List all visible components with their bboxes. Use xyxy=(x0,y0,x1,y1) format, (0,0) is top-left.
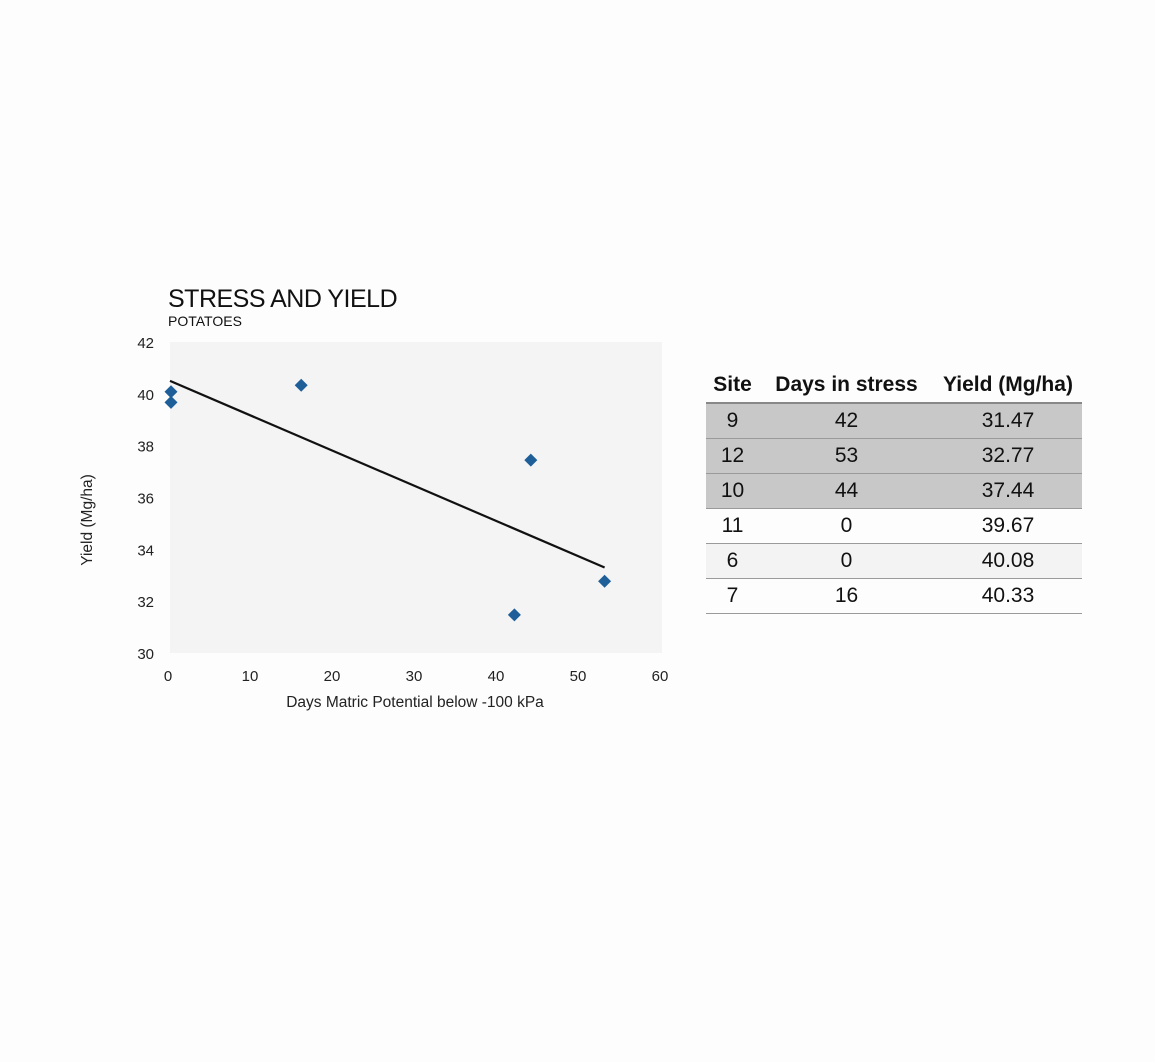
data-point xyxy=(507,608,521,622)
y-tick-label: 34 xyxy=(137,542,154,559)
cell-yield: 31.47 xyxy=(934,403,1082,439)
x-tick-label: 0 xyxy=(164,668,172,685)
cell-yield: 32.77 xyxy=(934,438,1082,474)
cell-yield: 40.08 xyxy=(934,543,1082,579)
y-tick-label: 42 xyxy=(137,335,154,352)
table-row: 7 16 40.33 xyxy=(706,578,1082,614)
y-tick-label: 36 xyxy=(137,491,154,508)
cell-yield: 37.44 xyxy=(934,473,1082,509)
cell-days: 16 xyxy=(759,578,934,614)
x-tick-label: 50 xyxy=(570,668,587,685)
x-axis-label: Days Matric Potential below -100 kPa xyxy=(286,694,544,711)
column-header-site: Site xyxy=(706,367,759,404)
data-point xyxy=(524,453,538,467)
x-tick-label: 60 xyxy=(652,668,669,685)
y-axis-label: Yield (Mg/ha) xyxy=(79,474,96,566)
column-header-yield: Yield (Mg/ha) xyxy=(934,367,1082,404)
data-point xyxy=(598,574,612,588)
cell-site: 6 xyxy=(706,543,759,579)
data-point xyxy=(164,395,178,409)
chart-subtitle: POTATOES xyxy=(168,313,242,329)
y-tick-label: 32 xyxy=(137,594,154,611)
plot-area xyxy=(170,342,662,653)
cell-site: 11 xyxy=(706,508,759,544)
cell-site: 7 xyxy=(706,578,759,614)
x-tick-label: 40 xyxy=(488,668,505,685)
table-row: 6 0 40.08 xyxy=(706,543,1082,579)
table-row: 9 42 31.47 xyxy=(706,403,1082,439)
x-tick-label: 10 xyxy=(242,668,259,685)
chart-title: STRESS AND YIELD xyxy=(168,285,398,313)
cell-site: 10 xyxy=(706,473,759,509)
trendline xyxy=(169,379,606,569)
cell-days: 44 xyxy=(759,473,934,509)
table-header-row: Site Days in stress Yield (Mg/ha) xyxy=(706,367,1082,404)
y-tick-label: 30 xyxy=(137,646,154,663)
cell-yield: 40.33 xyxy=(934,578,1082,614)
cell-site: 9 xyxy=(706,403,759,439)
x-tick-label: 30 xyxy=(406,668,423,685)
column-header-days: Days in stress xyxy=(759,367,934,404)
cell-days: 0 xyxy=(759,543,934,579)
data-point xyxy=(164,385,178,399)
x-tick-label: 20 xyxy=(324,668,341,685)
cell-days: 0 xyxy=(759,508,934,544)
y-tick-label: 40 xyxy=(137,387,154,404)
y-tick-label: 38 xyxy=(137,439,154,456)
table-row: 12 53 32.77 xyxy=(706,438,1082,474)
table-row: 10 44 37.44 xyxy=(706,473,1082,509)
data-table: Site Days in stress Yield (Mg/ha) 9 42 3… xyxy=(706,367,1082,614)
cell-site: 12 xyxy=(706,438,759,474)
cell-days: 53 xyxy=(759,438,934,474)
cell-yield: 39.67 xyxy=(934,508,1082,544)
cell-days: 42 xyxy=(759,403,934,439)
table-row: 11 0 39.67 xyxy=(706,508,1082,544)
data-point xyxy=(294,378,308,392)
